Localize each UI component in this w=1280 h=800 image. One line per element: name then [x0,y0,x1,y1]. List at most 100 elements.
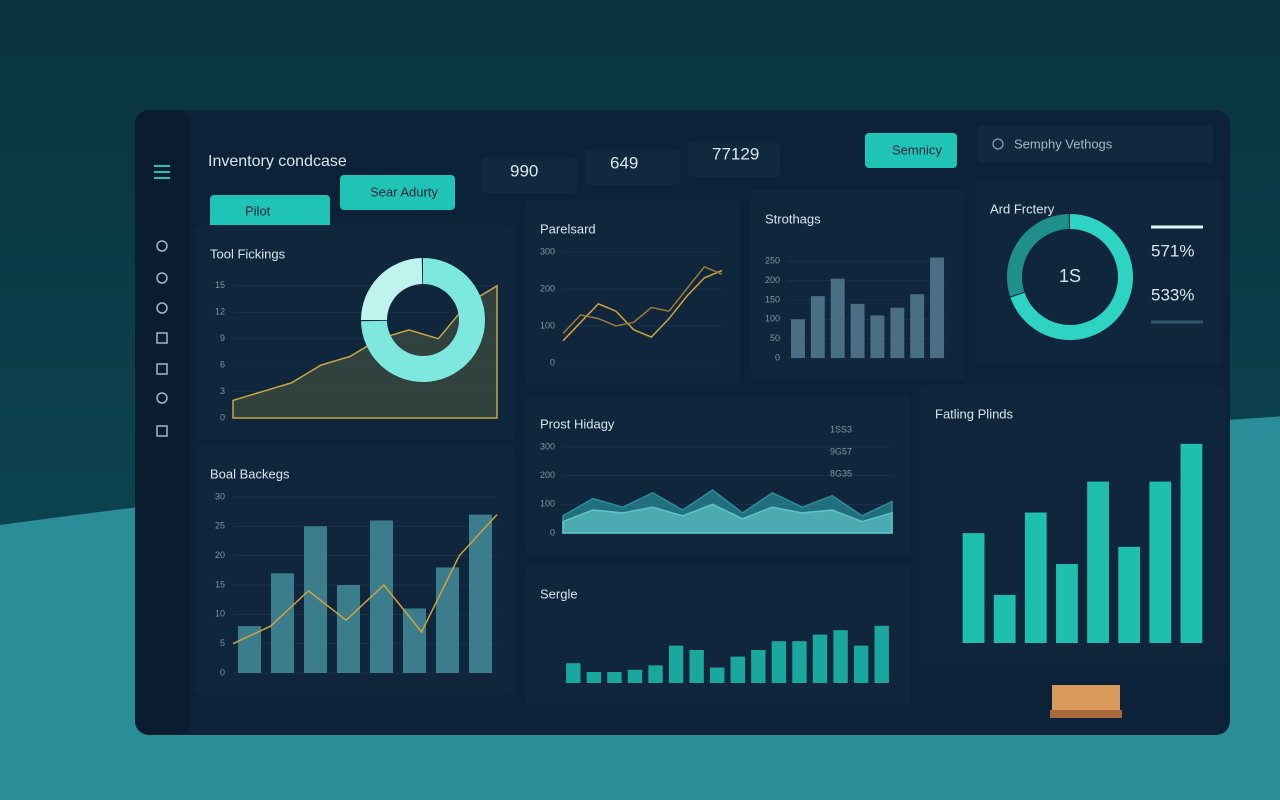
y-tick-label: 100 [540,320,555,330]
legend-label: 8G35 [830,468,852,478]
y-tick-label: 200 [540,283,555,293]
bar [1056,564,1078,643]
panel-title: Prost Hidagy [540,416,615,431]
pallet [1050,685,1122,718]
y-tick-label: 150 [765,294,780,304]
bar [1149,481,1172,643]
line [562,265,723,334]
sidebar [135,110,190,735]
bar [812,634,828,683]
donut-segment [361,258,485,382]
nav-icon[interactable] [156,392,168,404]
y-tick-label: 200 [540,470,555,480]
bar [710,667,725,683]
nav-icon[interactable] [156,272,168,284]
bar [870,315,885,358]
search-icon [992,138,1004,150]
bar [890,307,905,358]
stat: 571% [1151,241,1194,260]
y-tick-label: 0 [550,527,555,537]
kpi-card [688,142,780,177]
action-button[interactable] [865,133,957,168]
nav-icon[interactable] [156,240,168,252]
y-tick-label: 25 [215,521,225,531]
button-label[interactable]: Pilot [245,203,271,218]
y-tick-label: 30 [215,491,225,501]
y-tick-label: 3 [220,386,225,396]
bar [830,278,845,358]
nav-icon[interactable] [156,302,168,314]
panel-title: Sergle [540,586,578,601]
menu-icon[interactable] [154,165,170,179]
y-tick-label: 300 [540,441,555,451]
y-tick-label: 20 [215,550,225,560]
panel [525,565,910,705]
y-tick-label: 0 [550,357,555,367]
search-box[interactable] [978,125,1213,163]
bar [850,303,865,358]
button-label[interactable]: Sear Adurty [370,184,438,199]
bar [730,656,745,683]
bar [586,672,602,683]
bar [468,514,493,673]
kpi-value: 649 [610,153,638,172]
panel-title: Fatling Plinds [935,406,1014,421]
search-placeholder[interactable]: Semphy Vethogs [1014,136,1113,151]
bar [792,641,807,683]
bar [336,585,361,673]
bar [910,294,925,358]
line [232,514,498,645]
bar [1024,512,1047,643]
y-tick-label: 200 [765,275,780,285]
bar [435,567,460,673]
bar [627,669,643,683]
bar [930,257,945,358]
page-title: Inventory condcase [208,153,347,170]
bar [962,533,985,643]
panel [525,200,740,385]
bar [668,645,684,683]
y-tick-label: 6 [220,360,225,370]
kpi-value: 77129 [712,144,759,163]
y-tick-label: 100 [765,314,780,324]
panel-title: Ard Frctery [990,201,1055,216]
bar [790,319,805,358]
bar [993,594,1016,643]
y-tick-label: 50 [770,333,780,343]
bar [1180,443,1203,643]
bar [1087,481,1109,643]
donut-segment [1007,214,1070,297]
legend-label: 1SS3 [830,424,852,434]
y-tick-label: 250 [765,256,780,266]
donut-segment [361,258,423,320]
y-tick-label: 12 [215,307,225,317]
bar [402,608,427,673]
button[interactable] [210,195,330,230]
nav-icon[interactable] [156,363,168,375]
y-tick-label: 0 [220,412,225,422]
bar [771,641,787,683]
y-tick-label: 0 [775,352,780,362]
y-tick-label: 9 [220,333,225,343]
panel-title: Strothags [765,211,821,226]
nav-icon[interactable] [156,425,168,437]
y-tick-label: 15 [215,280,225,290]
bar [833,630,848,683]
action-label[interactable]: Semnicy [892,142,942,157]
bar [303,526,328,673]
donut-center: 1S [1059,266,1081,286]
bar [689,650,704,683]
bar [853,645,869,683]
bar [607,672,622,683]
bar [369,520,394,673]
area [232,284,498,419]
legend-label: 9G57 [830,446,852,456]
y-tick-label: 10 [215,609,225,619]
button[interactable] [340,175,455,210]
bar [566,663,581,683]
y-tick-label: 100 [540,499,555,509]
nav-icon[interactable] [156,332,168,344]
y-tick-label: 0 [220,667,225,677]
bar [1118,546,1141,643]
